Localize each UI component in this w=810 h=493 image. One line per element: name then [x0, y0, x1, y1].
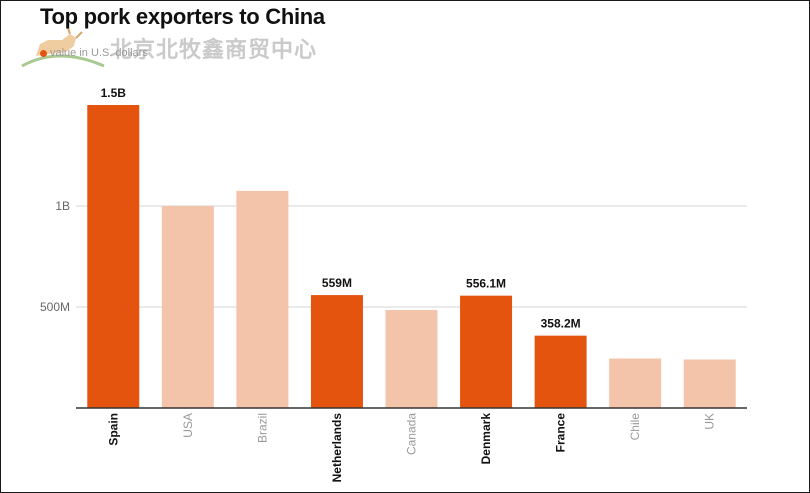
x-tick-label: Canada	[405, 413, 419, 455]
bar-brazil	[236, 190, 289, 408]
y-tick-label: 500M	[40, 300, 70, 314]
bar-france	[534, 335, 587, 408]
bar-chile	[609, 358, 662, 408]
data-label: 358.2M	[541, 317, 581, 331]
bar-usa	[161, 206, 214, 408]
x-tick-label: France	[554, 413, 568, 453]
bar-denmark	[460, 295, 513, 408]
x-tick-label: Brazil	[255, 413, 269, 443]
chart-legend: value in U.S. dollars	[40, 47, 148, 59]
chart-title: Top pork exporters to China	[40, 4, 325, 29]
legend-label: value in U.S. dollars	[50, 47, 148, 59]
x-tick-label: UK	[703, 413, 717, 430]
bar-canada	[385, 310, 438, 408]
data-label: 559M	[322, 276, 352, 290]
data-label: 1.5B	[101, 86, 127, 100]
bar-spain	[87, 105, 140, 408]
x-tick-label: Netherlands	[330, 413, 344, 483]
legend-dot-icon	[40, 49, 47, 57]
x-tick-label: Spain	[106, 413, 120, 446]
y-tick-label: 1B	[55, 199, 70, 213]
x-tick-label: Chile	[628, 413, 642, 441]
data-label: 556.1M	[466, 277, 506, 291]
bar-netherlands	[310, 295, 363, 408]
x-tick-label: Denmark	[479, 413, 493, 465]
watermark-text: 北京北牧鑫商贸中心	[110, 38, 318, 63]
bar-uk	[683, 359, 736, 408]
x-tick-label: USA	[181, 413, 195, 438]
